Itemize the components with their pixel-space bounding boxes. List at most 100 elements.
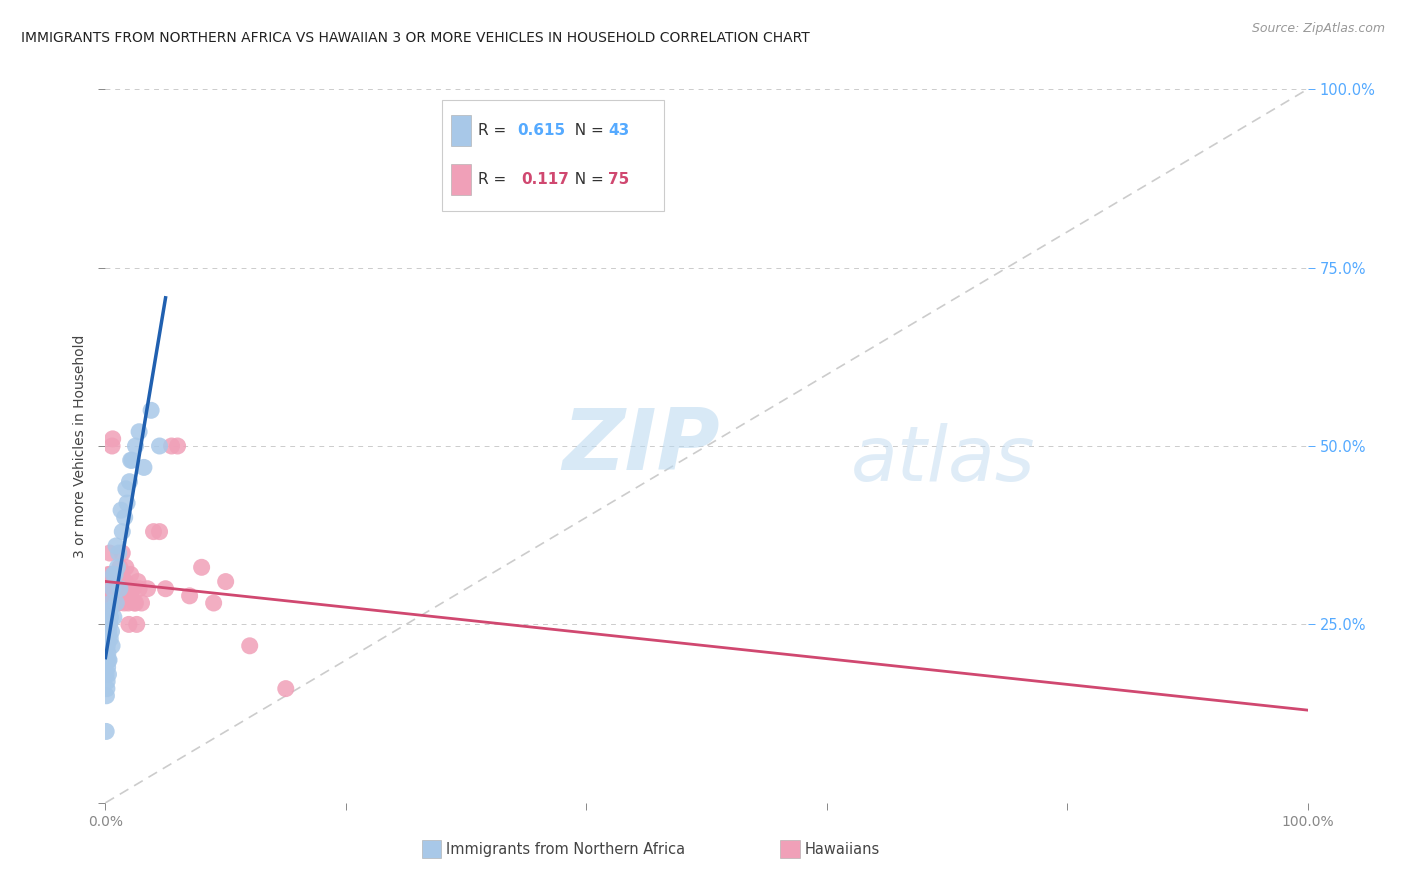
Point [98,603,121,617]
Y-axis label: 3 or more Vehicles in Household: 3 or more Vehicles in Household [73,334,87,558]
Text: Hawaiians: Hawaiians [804,842,880,856]
Point [112,596,135,610]
Point [103,567,125,582]
Point [122,582,145,596]
Point [239,639,262,653]
Point [96,674,118,689]
Point [115,582,138,596]
Point [97,632,120,646]
Point [115,496,138,510]
Point [94,596,117,610]
Point [166,439,188,453]
Point [104,582,127,596]
Point [139,403,162,417]
Point [118,617,141,632]
Point [190,560,212,574]
Point [96,724,118,739]
Text: IMMIGRANTS FROM NORTHERN AFRICA VS HAWAIIAN 3 OR MORE VEHICLES IN HOUSEHOLD CORR: IMMIGRANTS FROM NORTHERN AFRICA VS HAWAI… [21,31,810,45]
Point [97,596,120,610]
Point [117,582,139,596]
Point [96,589,118,603]
Point [110,574,132,589]
Point [107,589,129,603]
Point [97,596,120,610]
Point [114,589,136,603]
Text: N =: N = [565,123,609,138]
Point [128,425,150,439]
Point [96,574,118,589]
Point [131,596,153,610]
Point [97,567,120,582]
Text: 43: 43 [609,123,630,138]
Point [98,653,121,667]
Point [96,689,118,703]
Point [97,603,120,617]
Text: Source: ZipAtlas.com: Source: ZipAtlas.com [1251,22,1385,36]
Point [111,589,134,603]
Point [148,524,170,539]
Point [124,439,146,453]
Point [105,574,128,589]
Point [111,567,134,582]
Point [107,596,129,610]
Point [98,589,121,603]
Point [124,596,146,610]
Point [101,432,124,446]
Point [100,596,122,610]
Point [108,582,131,596]
Point [148,439,170,453]
Point [114,510,136,524]
Point [104,567,127,582]
Point [127,574,149,589]
Point [202,596,225,610]
Point [155,582,177,596]
Point [101,596,124,610]
Point [101,582,124,596]
Point [117,596,139,610]
Point [105,596,128,610]
Point [103,567,125,582]
Text: 75: 75 [609,172,630,187]
Point [132,460,155,475]
Point [94,667,117,681]
Point [107,582,129,596]
Point [115,482,138,496]
Point [100,574,122,589]
Point [97,660,120,674]
Point [110,503,132,517]
Point [115,560,138,574]
Point [100,624,122,639]
Point [98,617,121,632]
Point [97,653,120,667]
Point [121,582,143,596]
Point [97,582,120,596]
Point [97,646,120,660]
Point [96,610,118,624]
Point [101,439,124,453]
Point [100,610,122,624]
Point [98,546,121,560]
Point [96,639,118,653]
Text: 0.117: 0.117 [522,172,569,187]
Point [128,582,150,596]
Point [98,617,121,632]
Point [120,453,142,467]
Point [98,574,121,589]
Point [124,596,146,610]
Point [118,589,141,603]
Point [98,582,121,596]
Point [103,582,125,596]
Point [101,639,124,653]
Point [179,589,201,603]
Text: atlas: atlas [851,424,1035,497]
Point [98,632,121,646]
Point [136,582,159,596]
Point [100,567,122,582]
Point [125,617,148,632]
Point [160,439,183,453]
Text: Immigrants from Northern Africa: Immigrants from Northern Africa [446,842,685,856]
Point [107,560,129,574]
Point [120,567,142,582]
Point [96,589,118,603]
Point [96,653,118,667]
